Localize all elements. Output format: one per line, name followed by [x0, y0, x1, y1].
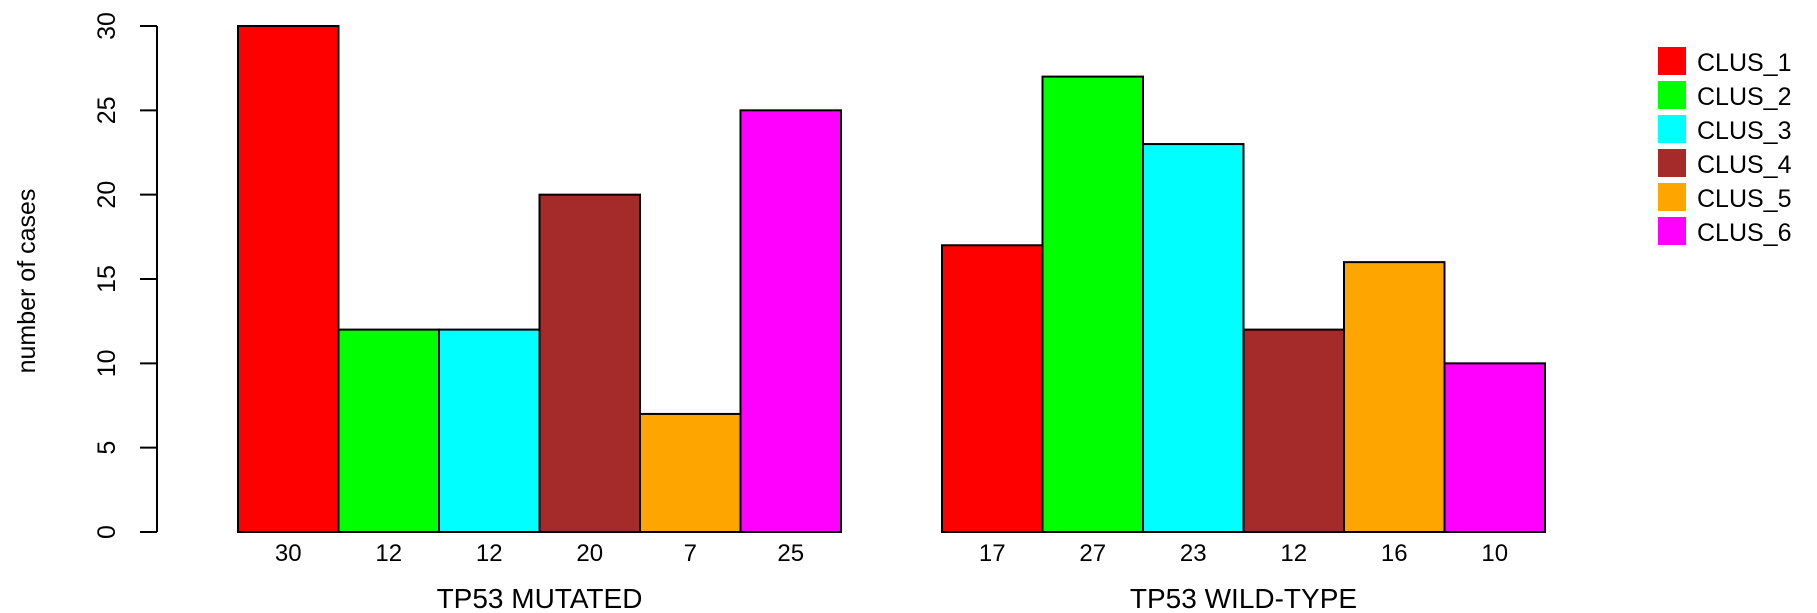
legend-label: CLUS_3 — [1697, 117, 1792, 145]
y-tick-label: 5 — [93, 441, 121, 455]
group-labels: TP53 MUTATED TP53 WILD-TYPE — [437, 583, 1358, 613]
bar-clus_2 — [1041, 75, 1144, 533]
bar-clus_5 — [639, 412, 742, 533]
bar-clus_1 — [237, 25, 340, 533]
bar-clus_3 — [438, 328, 541, 533]
bar-clus_4 — [538, 193, 641, 534]
legend-label: CLUS_4 — [1697, 151, 1792, 179]
bar-value-label: 12 — [375, 540, 402, 567]
bar-clus_5 — [1343, 261, 1446, 533]
bar-value-label: 23 — [1180, 540, 1207, 567]
bar-clus_2 — [337, 328, 440, 533]
bar-value-label: 16 — [1381, 540, 1408, 567]
bar-value-label: 10 — [1481, 540, 1508, 567]
y-tick-label: 10 — [93, 349, 121, 377]
y-tick-label: 0 — [93, 525, 121, 539]
bar-clus_6 — [739, 109, 842, 533]
bar-value-label: 25 — [777, 540, 804, 567]
legend-label: CLUS_5 — [1697, 185, 1792, 213]
legend: CLUS_1 CLUS_2 CLUS_3 CLUS_4 CLUS_5 CLUS_6 — [1658, 47, 1792, 247]
bar-value-label: 30 — [275, 540, 302, 567]
y-axis-label: number of cases — [13, 189, 41, 374]
bar-clus_1 — [941, 244, 1044, 533]
legend-label: CLUS_6 — [1697, 219, 1792, 247]
legend-swatch — [1658, 115, 1686, 143]
y-tick-label: 15 — [93, 265, 121, 293]
bar-value-label: 12 — [476, 540, 503, 567]
bar-value-label: 12 — [1280, 540, 1307, 567]
group-label: TP53 WILD-TYPE — [1130, 583, 1357, 613]
bar-value-label: 17 — [979, 540, 1006, 567]
legend-label: CLUS_1 — [1697, 49, 1792, 77]
bar-value-label: 20 — [576, 540, 603, 567]
y-axis: 0 5 10 15 20 25 30 — [93, 12, 158, 539]
value-labels: 30 12 12 20 7 25 17 27 23 12 16 10 — [275, 540, 1508, 567]
legend-swatch — [1658, 149, 1686, 177]
bar-value-label: 7 — [684, 540, 697, 567]
legend-swatch — [1658, 47, 1686, 75]
legend-swatch — [1658, 217, 1686, 245]
y-tick-label: 20 — [93, 181, 121, 209]
y-tick-label: 25 — [93, 96, 121, 124]
bars — [237, 25, 1546, 534]
legend-swatch — [1658, 183, 1686, 211]
legend-label: CLUS_2 — [1697, 83, 1792, 111]
bar-clus_6 — [1443, 362, 1546, 534]
y-tick-label: 30 — [93, 12, 121, 40]
bar-value-label: 27 — [1079, 540, 1106, 567]
bar-clus_4 — [1242, 328, 1345, 533]
group-label: TP53 MUTATED — [437, 583, 643, 613]
legend-swatch — [1658, 81, 1686, 109]
bar-clus_3 — [1142, 143, 1245, 533]
